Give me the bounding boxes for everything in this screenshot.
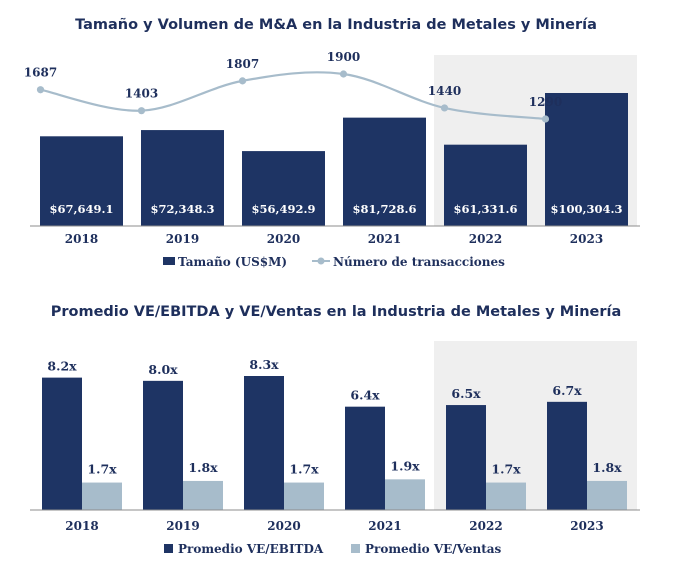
ebitda-label-2018: 8.2x bbox=[47, 359, 77, 374]
transactions-label-2023: 1290 bbox=[529, 95, 562, 109]
legend-bar-swatch bbox=[163, 257, 175, 265]
ebitda-bar-2021 bbox=[345, 406, 385, 510]
size-bar-2021 bbox=[343, 117, 426, 226]
chart1-x-ticks: 2018 2019 2020 2021 2022 2023 bbox=[65, 232, 603, 246]
size-bar-label-2022: $61,331.6 bbox=[453, 202, 517, 216]
ventas-label-2019: 1.8x bbox=[188, 460, 218, 475]
chart2-tick-2020: 2020 bbox=[267, 519, 300, 533]
size-bar-label-2018: $67,649.1 bbox=[49, 202, 113, 216]
transactions-line bbox=[40, 71, 546, 121]
ebitda-label-2023: 6.7x bbox=[552, 383, 582, 398]
chart2-title: Promedio VE/EBITDA y VE/Ventas en la Ind… bbox=[51, 304, 622, 320]
ventas-bar-2021 bbox=[385, 479, 425, 510]
transactions-point-2023 bbox=[541, 115, 550, 123]
legend-ebitda-swatch bbox=[164, 544, 173, 553]
chart1-tick-2021: 2021 bbox=[368, 232, 401, 246]
transactions-label-2019: 1403 bbox=[125, 87, 158, 101]
chart1-tick-2020: 2020 bbox=[267, 232, 300, 246]
ventas-label-2022: 1.7x bbox=[491, 462, 521, 477]
ebitda-label-2021: 6.4x bbox=[350, 388, 380, 403]
ventas-bar-2023 bbox=[587, 480, 627, 510]
chart1-tick-2019: 2019 bbox=[166, 232, 199, 246]
chart1-tick-2022: 2022 bbox=[469, 232, 502, 246]
chart2-tick-2023: 2023 bbox=[570, 519, 603, 533]
chart-1: Tamaño y Volumen de M&A en la Industria … bbox=[24, 17, 640, 269]
ebitda-bar-2022 bbox=[446, 405, 486, 510]
transactions-point-2021 bbox=[339, 70, 348, 78]
ventas-label-2021: 1.9x bbox=[390, 458, 420, 473]
chart2-tick-2021: 2021 bbox=[368, 519, 401, 533]
size-bar-label-2021: $81,728.6 bbox=[352, 202, 416, 216]
size-bar-2018 bbox=[40, 136, 123, 226]
legend-ebitda-label: Promedio VE/EBITDA bbox=[178, 542, 324, 556]
transactions-point-2019 bbox=[137, 107, 146, 115]
size-bar-label-2023: $100,304.3 bbox=[550, 202, 622, 216]
size-bar-label-2020: $56,492.9 bbox=[251, 202, 315, 216]
transactions-label-2018: 1687 bbox=[24, 66, 57, 80]
size-bar-label-2019: $72,348.3 bbox=[150, 202, 214, 216]
transactions-label-2020: 1807 bbox=[226, 57, 259, 71]
ventas-bar-2018 bbox=[82, 482, 122, 510]
transactions-label-2021: 1900 bbox=[327, 50, 360, 64]
chart2-tick-2019: 2019 bbox=[166, 519, 199, 533]
ventas-bar-2022 bbox=[486, 482, 526, 510]
ventas-label-2018: 1.7x bbox=[87, 462, 117, 477]
legend-ventas-swatch bbox=[351, 544, 360, 553]
ebitda-label-2020: 8.3x bbox=[249, 357, 279, 372]
size-bar-2022 bbox=[444, 144, 527, 226]
chart1-tick-2018: 2018 bbox=[65, 232, 98, 246]
chart2-legend: Promedio VE/EBITDA Promedio VE/Ventas bbox=[164, 542, 502, 556]
chart1-legend: Tamaño (US$M) Número de transacciones bbox=[163, 255, 505, 269]
ebitda-bar-2023 bbox=[547, 401, 587, 510]
chart2-tick-2022: 2022 bbox=[469, 519, 502, 533]
ventas-bar-2019 bbox=[183, 480, 223, 510]
legend-ventas-label: Promedio VE/Ventas bbox=[365, 542, 502, 556]
ebitda-bar-2018 bbox=[42, 377, 82, 510]
ventas-label-2023: 1.8x bbox=[592, 460, 622, 475]
transactions-point-2020 bbox=[238, 77, 247, 85]
chart2-x-ticks: 2018 2019 2020 2021 2022 2023 bbox=[65, 519, 603, 533]
legend-bar-label: Tamaño (US$M) bbox=[178, 255, 287, 269]
chart2-bars: 8.2x 1.7x 8.0x 1.8x 8.3x 1.7x 6.4x 1.9x 6.5x 1.7x… bbox=[42, 357, 627, 510]
ebitda-bar-2020 bbox=[244, 376, 284, 510]
chart1-title: Tamaño y Volumen de M&A en la Industria … bbox=[75, 17, 597, 33]
chart2-tick-2018: 2018 bbox=[65, 519, 98, 533]
transactions-label-2022: 1440 bbox=[428, 84, 461, 98]
ebitda-bar-2019 bbox=[143, 380, 183, 510]
legend-line-marker bbox=[317, 257, 325, 265]
chart1-line-series: 1687 1403 1807 1900 1440 1290 bbox=[24, 50, 562, 123]
chart1-bars: $67,649.1 $72,348.3 $56,492.9 $81,728.6 $61,… bbox=[40, 93, 628, 226]
ventas-bar-2020 bbox=[284, 482, 324, 510]
size-bar-2019 bbox=[141, 130, 224, 226]
ebitda-label-2019: 8.0x bbox=[148, 362, 178, 377]
ventas-label-2020: 1.7x bbox=[289, 462, 319, 477]
ebitda-label-2022: 6.5x bbox=[451, 386, 481, 401]
legend-line-label: Número de transacciones bbox=[333, 255, 505, 269]
transactions-point-2022 bbox=[440, 104, 449, 112]
transactions-point-2018 bbox=[36, 86, 45, 94]
size-bar-2023 bbox=[545, 93, 628, 226]
chart1-tick-2023: 2023 bbox=[570, 232, 603, 246]
size-bar-2020 bbox=[242, 151, 325, 226]
chart-2: Promedio VE/EBITDA y VE/Ventas en la Ind… bbox=[30, 304, 640, 556]
